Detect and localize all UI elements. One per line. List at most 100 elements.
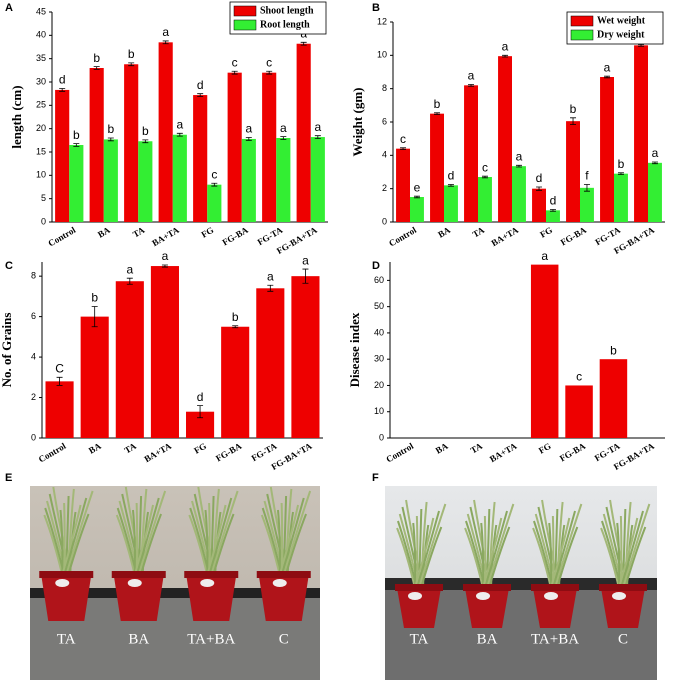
- bar: [546, 210, 560, 222]
- bar: [291, 276, 320, 438]
- bar: [530, 264, 559, 438]
- plant-leaf: [67, 513, 90, 576]
- error-bar: [280, 136, 287, 140]
- significance-letter: a: [541, 249, 548, 263]
- pot-rim: [463, 584, 511, 591]
- plant-leaf: [420, 526, 443, 589]
- plant-leaf: [260, 514, 281, 576]
- y-tick-label: 0: [379, 432, 384, 442]
- significance-letter: b: [91, 291, 98, 305]
- plant-leaf: [43, 514, 64, 576]
- y-tick-label: 6: [31, 311, 36, 321]
- bar: [648, 162, 662, 222]
- photo-label: BA: [128, 631, 149, 647]
- significance-letter: d: [536, 171, 543, 185]
- error-bar: [211, 182, 218, 187]
- pot-tag: [544, 592, 558, 600]
- error-bar: [314, 135, 321, 139]
- pot-tag: [272, 579, 287, 587]
- y-axis-title: length (cm): [9, 85, 24, 148]
- plant-leaf: [488, 526, 511, 589]
- bar: [193, 95, 208, 222]
- x-tick-label: BA+TA: [150, 225, 181, 249]
- error-bar: [502, 54, 509, 58]
- legend-swatch: [570, 29, 594, 41]
- error-bar: [583, 184, 590, 192]
- significance-letter: a: [176, 118, 183, 132]
- y-tick-label: 2: [382, 183, 387, 193]
- y-tick-label: 8: [31, 271, 36, 281]
- bar: [566, 121, 580, 222]
- error-bar: [59, 88, 66, 92]
- plant-leaf: [284, 513, 308, 576]
- plant-leaf: [208, 497, 233, 576]
- bar: [565, 385, 593, 438]
- y-tick-label: 35: [36, 53, 46, 63]
- error-bar: [266, 70, 273, 75]
- bar: [296, 43, 311, 222]
- bar: [150, 266, 179, 438]
- significance-letter: a: [604, 60, 611, 74]
- y-tick-label: 30: [36, 76, 46, 86]
- bar: [310, 137, 325, 222]
- bar: [207, 184, 222, 222]
- significance-letter: d: [59, 73, 66, 87]
- pot: [465, 588, 509, 628]
- x-tick-label: TA: [131, 225, 147, 240]
- bar: [410, 197, 424, 222]
- significance-letter: c: [232, 55, 238, 69]
- pot-rim: [256, 571, 311, 578]
- plant-leaf: [480, 522, 485, 589]
- plant-leaf: [556, 526, 579, 589]
- x-tick-label: BA+TA: [488, 441, 519, 465]
- photo-label: C: [618, 631, 628, 647]
- bar: [256, 288, 285, 438]
- x-tick-label: FG-BA+TA: [270, 441, 314, 472]
- plant-leaf: [416, 510, 440, 589]
- error-bar: [197, 93, 204, 97]
- bar: [276, 138, 291, 222]
- significance-letter: c: [400, 132, 406, 146]
- photo-label: TA+BA: [187, 631, 235, 647]
- significance-letter: a: [302, 253, 309, 267]
- legend-label: Dry weight: [597, 29, 645, 40]
- y-tick-label: 40: [374, 327, 384, 337]
- x-tick-label: FG-BA: [214, 441, 244, 464]
- bar: [221, 326, 250, 438]
- pot-rim: [184, 571, 239, 578]
- bar: [599, 359, 628, 438]
- significance-letter: d: [448, 169, 455, 183]
- error-bar: [232, 325, 239, 329]
- x-tick-label: BA: [434, 441, 450, 456]
- significance-letter: C: [55, 361, 64, 375]
- bar: [55, 89, 70, 222]
- x-tick-label: FG-BA: [558, 441, 588, 464]
- photo-label: C: [279, 631, 289, 647]
- significance-letter: a: [516, 150, 523, 164]
- significance-letter: b: [73, 128, 80, 142]
- y-tick-label: 10: [36, 170, 46, 180]
- error-bar: [434, 112, 441, 115]
- y-tick-label: 10: [377, 50, 387, 60]
- significance-letter: b: [610, 343, 617, 357]
- y-tick-label: 12: [377, 16, 387, 26]
- bar: [600, 77, 614, 222]
- significance-letter: a: [502, 40, 509, 54]
- pot: [186, 575, 237, 621]
- error-bar: [91, 306, 98, 328]
- x-tick-label: Control: [387, 225, 418, 249]
- plant-leaf: [212, 513, 235, 576]
- error-bar: [300, 41, 307, 46]
- error-bar: [267, 284, 274, 292]
- plant-leaf: [600, 527, 620, 589]
- pot-tag: [476, 592, 490, 600]
- significance-letter: c: [482, 160, 488, 174]
- bar: [115, 281, 144, 438]
- x-tick-label: Control: [37, 441, 68, 465]
- error-bar: [161, 264, 168, 268]
- error-bar: [302, 268, 309, 284]
- error-bar: [468, 84, 475, 87]
- pot: [533, 588, 577, 628]
- legend-label: Wet weight: [597, 15, 646, 26]
- plant-leaf: [554, 503, 583, 589]
